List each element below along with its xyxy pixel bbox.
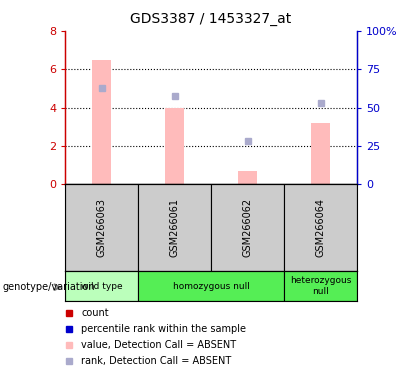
Bar <box>138 271 284 301</box>
Bar <box>211 184 284 271</box>
Bar <box>65 271 138 301</box>
Bar <box>311 123 330 184</box>
Bar <box>92 60 111 184</box>
Bar <box>65 184 138 271</box>
Bar <box>165 108 184 184</box>
Text: wild type: wild type <box>81 281 122 291</box>
Text: GSM266064: GSM266064 <box>315 198 326 257</box>
Text: count: count <box>81 308 109 318</box>
Bar <box>138 184 211 271</box>
Text: value, Detection Call = ABSENT: value, Detection Call = ABSENT <box>81 340 236 350</box>
Text: genotype/variation: genotype/variation <box>2 282 95 292</box>
Text: rank, Detection Call = ABSENT: rank, Detection Call = ABSENT <box>81 356 231 366</box>
Text: GSM266062: GSM266062 <box>242 198 252 257</box>
Text: GSM266063: GSM266063 <box>97 198 107 257</box>
Text: GSM266061: GSM266061 <box>170 198 180 257</box>
Bar <box>284 271 357 301</box>
Text: heterozygous
null: heterozygous null <box>290 276 351 296</box>
Title: GDS3387 / 1453327_at: GDS3387 / 1453327_at <box>131 12 291 25</box>
Bar <box>284 184 357 271</box>
Text: percentile rank within the sample: percentile rank within the sample <box>81 324 246 334</box>
Text: homozygous null: homozygous null <box>173 281 249 291</box>
Bar <box>239 171 257 184</box>
